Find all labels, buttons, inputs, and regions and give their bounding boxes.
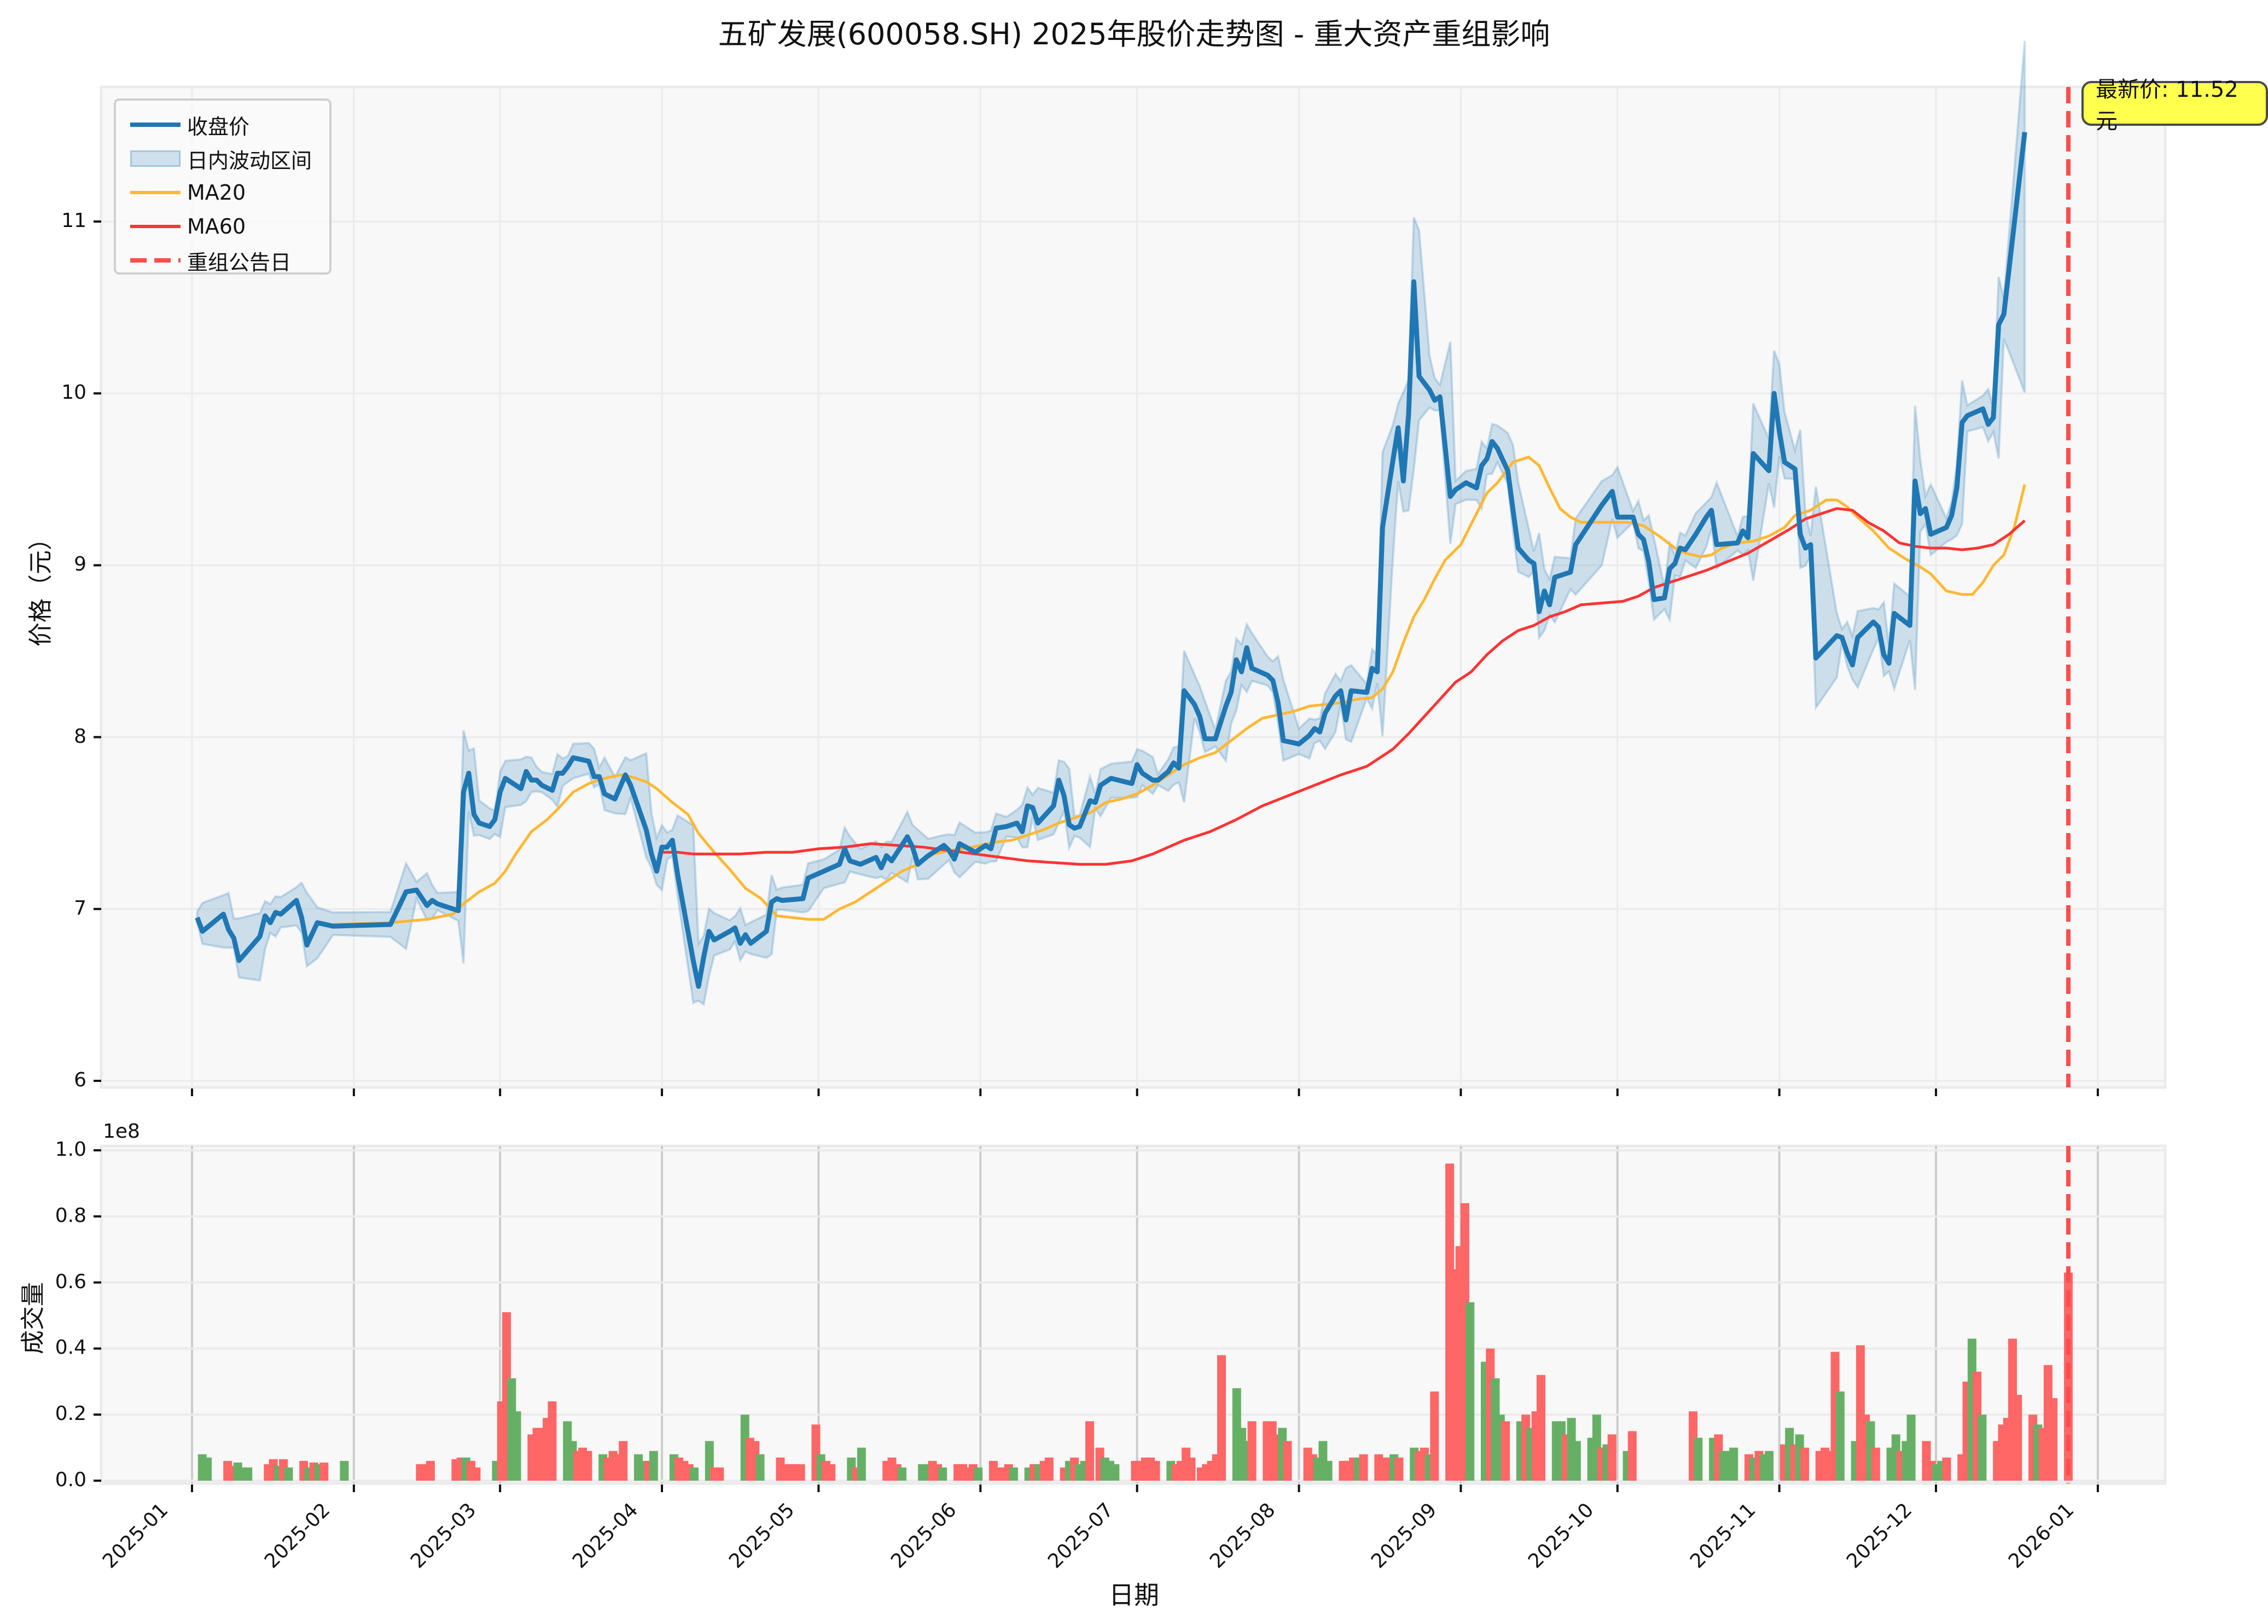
- volume-bar: [1729, 1447, 1738, 1481]
- price-grid: [101, 87, 2165, 1087]
- volume-bar: [1694, 1437, 1703, 1481]
- volume-bar: [2013, 1395, 2022, 1481]
- price-tick-label: 9: [74, 553, 86, 576]
- volume-bar: [1187, 1457, 1196, 1481]
- volume-bar: [548, 1401, 557, 1481]
- latest-price-annotation: 最新价: 11.52元: [2081, 77, 2268, 134]
- volume-bar: [1978, 1415, 1987, 1481]
- volume-plot-area: [100, 1144, 2167, 1485]
- volume-bar: [857, 1447, 866, 1481]
- intraday-range-band: [196, 40, 2026, 1006]
- volume-bar: [1323, 1460, 1333, 1481]
- volume-bar: [243, 1467, 253, 1481]
- volume-tick-label: 0.2: [55, 1402, 86, 1425]
- volume-bar: [1871, 1447, 1880, 1481]
- volume-bar: [319, 1462, 329, 1481]
- volume-bar: [1800, 1447, 1809, 1481]
- volume-bar: [898, 1467, 906, 1481]
- volume-tick-label: 0.6: [55, 1270, 86, 1293]
- volume-bar: [1430, 1391, 1439, 1481]
- legend-label: MA60: [187, 214, 246, 238]
- legend-label: 收盘价: [187, 114, 250, 139]
- dashed-line-swatch-icon: [130, 258, 181, 263]
- price-tick-label: 10: [61, 381, 86, 404]
- volume-bar: [1283, 1441, 1292, 1481]
- volume-tick-label: 0.8: [55, 1204, 86, 1227]
- volume-tick-label: 0.0: [55, 1469, 86, 1491]
- volume-bar: [649, 1451, 658, 1481]
- volume-bar: [1217, 1355, 1226, 1481]
- price-axis-label: 价格（元）: [27, 526, 55, 647]
- volume-bar: [690, 1467, 699, 1481]
- volume-bar: [827, 1464, 836, 1481]
- volume-bar: [1085, 1421, 1094, 1481]
- ma20-line: [333, 455, 2026, 926]
- volume-bars: [197, 1163, 2073, 1481]
- price-tick-label: 6: [74, 1069, 86, 1091]
- volume-bar: [583, 1451, 592, 1481]
- volume-bar: [1627, 1431, 1637, 1481]
- chart-title: 五矿发展(600058.SH) 2025年股价走势图 - 重大资产重组影响: [718, 17, 1550, 51]
- volume-bar: [1466, 1302, 1475, 1481]
- volume-bar: [1607, 1434, 1616, 1481]
- volume-bar: [1110, 1464, 1120, 1481]
- axis-tick-marks: [94, 220, 2099, 1492]
- ma60-line-swatch-icon: [130, 225, 181, 228]
- volume-bar: [755, 1454, 765, 1481]
- legend: 收盘价 日内波动区间 MA20 MA60 重组公告日: [114, 98, 332, 275]
- volume-bar: [426, 1460, 435, 1481]
- volume-bar: [1537, 1375, 1545, 1481]
- close-price-line: [195, 132, 2027, 989]
- ma20-line-swatch-icon: [130, 191, 181, 194]
- ma60-line: [662, 507, 2026, 866]
- volume-bar: [203, 1457, 212, 1481]
- volume-bar: [619, 1441, 628, 1481]
- band-swatch-icon: [130, 150, 181, 167]
- price-tick-label: 11: [61, 209, 86, 232]
- volume-scale-offset: 1e8: [103, 1120, 140, 1143]
- close-line-swatch-icon: [130, 123, 181, 127]
- volume-bar: [1394, 1457, 1404, 1481]
- volume-bar: [2049, 1398, 2058, 1481]
- volume-bar: [284, 1467, 293, 1481]
- volume-bar: [1359, 1454, 1368, 1481]
- volume-bar: [974, 1467, 983, 1481]
- legend-label: 日内波动区间: [187, 148, 312, 173]
- volume-bar: [1942, 1457, 1951, 1481]
- volume-bar: [938, 1467, 947, 1481]
- legend-label: MA20: [187, 181, 246, 205]
- volume-bar: [796, 1464, 805, 1481]
- volume-tick-label: 1.0: [55, 1138, 86, 1161]
- volume-bar: [1835, 1391, 1845, 1481]
- price-tick-label: 8: [74, 725, 86, 748]
- date-axis-label: 日期: [1109, 1580, 1159, 1610]
- volume-bar: [1009, 1467, 1018, 1481]
- volume-bar: [1044, 1457, 1054, 1481]
- volume-bar: [1765, 1451, 1774, 1481]
- volume-bar: [1906, 1415, 1916, 1481]
- volume-bar: [715, 1467, 724, 1481]
- price-plot-area: [100, 85, 2167, 1089]
- legend-label: 重组公告日: [187, 250, 292, 275]
- volume-tick-label: 0.4: [55, 1336, 86, 1359]
- volume-bar: [512, 1411, 521, 1481]
- volume-bar: [1151, 1460, 1160, 1481]
- volume-bar: [472, 1467, 481, 1481]
- volume-bar: [1572, 1441, 1581, 1481]
- volume-bar: [1501, 1421, 1510, 1481]
- price-tick-label: 7: [74, 897, 86, 919]
- volume-bar: [1247, 1421, 1257, 1481]
- volume-bar: [340, 1460, 349, 1481]
